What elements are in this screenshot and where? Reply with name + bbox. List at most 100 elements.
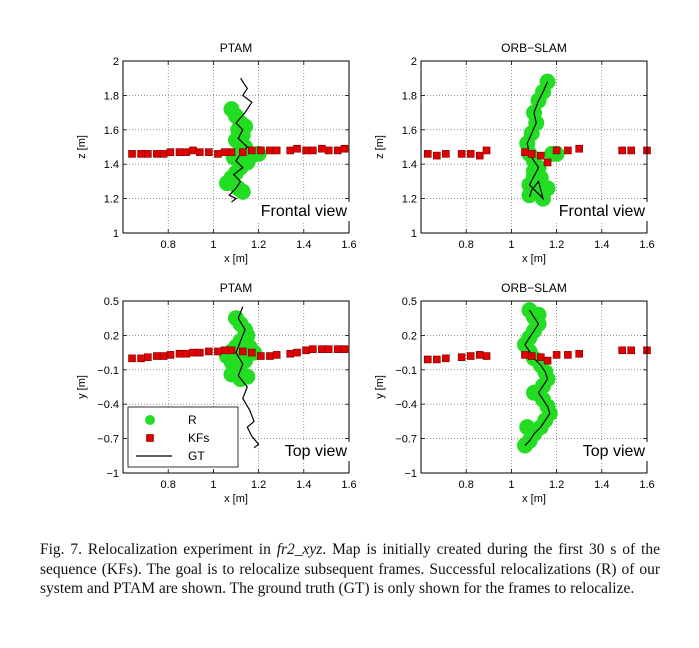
- kf-point-15: [627, 146, 635, 155]
- legend-kf-marker: [146, 434, 154, 442]
- chart-panel-1: 0.8 1 1.2 1.4 1.6 1 1.2 1.4 1.6 1.8 2 PTAM x [m] z [m…: [76, 41, 357, 265]
- y-tick-label-1: −0.7: [395, 434, 417, 446]
- kf-point-13: [575, 144, 584, 153]
- legend-label-kfs: KFs: [188, 431, 209, 445]
- y-tick-label-3: 1.6: [402, 125, 417, 137]
- kf-point-8: [189, 348, 197, 357]
- kf-point-11: [214, 347, 222, 356]
- x-tick-label-0: 0.8: [459, 239, 474, 251]
- y-tick-label-0: −1: [404, 468, 417, 480]
- kf-point-12: [564, 351, 572, 359]
- kf-point-16: [257, 352, 265, 360]
- x-tick-label-0: 0.8: [161, 479, 176, 491]
- kf-point-25: [333, 146, 342, 155]
- kf-point-0: [423, 355, 432, 364]
- y-tick-label-1: 1.2: [104, 194, 119, 206]
- y-tick-label-5: 2: [113, 56, 119, 68]
- kf-point-4: [466, 352, 475, 360]
- kf-point-12: [564, 146, 572, 155]
- kf-point-15: [248, 348, 256, 357]
- annotation-background: [579, 442, 649, 461]
- kf-point-20: [293, 144, 301, 153]
- kf-point-3: [457, 150, 466, 158]
- kf-point-11: [552, 146, 561, 155]
- x-axis-label: x [m]: [224, 493, 248, 505]
- x-tick-label-1: 1: [210, 479, 216, 491]
- kf-point-13: [227, 346, 236, 355]
- kf-point-19: [286, 146, 295, 155]
- legend-r-marker: [145, 415, 155, 425]
- x-tick-label-3: 1.4: [594, 239, 609, 251]
- axes-frame: [122, 300, 350, 474]
- kf-point-21: [302, 146, 310, 155]
- kf-point-4: [466, 150, 475, 158]
- figure-caption: Fig. 7. Relocalization experiment in fr2…: [40, 540, 660, 599]
- chart-title: ORB−SLAM: [501, 41, 567, 55]
- kf-point-22: [309, 146, 317, 155]
- kf-point-2: [442, 150, 450, 158]
- kf-point-24: [324, 146, 333, 155]
- kf-point-10: [543, 356, 552, 365]
- view-annotation: Top view: [583, 443, 646, 460]
- kf-point-7: [182, 148, 191, 156]
- x-tick-label-2: 1.2: [549, 479, 564, 491]
- y-tick-label-3: 1.6: [104, 125, 119, 137]
- kf-point-5: [166, 351, 175, 359]
- kf-point-14: [238, 148, 247, 156]
- kf-point-11: [552, 351, 561, 359]
- kf-point-6: [175, 148, 184, 156]
- r-point-19: [234, 183, 251, 200]
- y-tick-label-4: 1.8: [104, 90, 119, 102]
- axes-frame: [420, 60, 648, 234]
- legend-box: [127, 406, 239, 468]
- chart-title: ORB−SLAM: [501, 281, 567, 295]
- kf-point-3: [153, 352, 161, 360]
- relocalization-figure: 0.8 1 1.2 1.4 1.6 1 1.2 1.4 1.6 1.8 2 PTAM x [m] z [m…: [76, 41, 655, 505]
- kf-point-18: [272, 351, 281, 359]
- y-tick-label-4: 0.2: [402, 330, 417, 342]
- kf-point-3: [153, 150, 161, 158]
- kf-point-8: [189, 146, 197, 155]
- kf-point-13: [575, 349, 584, 358]
- axes-frame: [122, 60, 350, 234]
- kf-point-7: [182, 349, 191, 358]
- kf-point-23: [318, 144, 326, 153]
- legend-label-r: R: [188, 413, 197, 427]
- kf-point-11: [214, 150, 222, 158]
- kf-point-1: [137, 354, 145, 363]
- y-tick-label-3: −0.1: [395, 365, 417, 377]
- chart-panel-3: 0.8 1 1.2 1.4 1.6 −1 −0.7 −0.4 −0.1 0.2 0.5 PTAM x […: [76, 281, 357, 505]
- kf-point-26: [340, 144, 349, 153]
- kf-point-22: [309, 345, 317, 353]
- annotation-background: [281, 442, 351, 461]
- x-tick-label-1: 1: [508, 479, 514, 491]
- x-tick-label-2: 1.2: [549, 239, 564, 251]
- y-axis-label: z [m]: [374, 135, 386, 159]
- kf-point-5: [475, 151, 484, 160]
- kf-point-10: [205, 347, 213, 356]
- kf-point-5: [475, 351, 484, 359]
- chart-title: PTAM: [220, 41, 252, 55]
- chart-title: PTAM: [220, 281, 252, 295]
- y-tick-label-5: 0.5: [104, 296, 119, 308]
- x-tick-label-4: 1.6: [639, 239, 654, 251]
- kf-point-1: [137, 150, 145, 158]
- y-tick-label-4: 0.2: [104, 330, 119, 342]
- y-tick-label-2: 1.4: [402, 159, 417, 171]
- kf-point-15: [627, 346, 635, 355]
- x-tick-label-1: 1: [508, 239, 514, 251]
- kf-point-0: [128, 354, 136, 363]
- caption-prefix: Fig. 7. Relocalization experiment in: [40, 541, 277, 558]
- kf-point-0: [128, 150, 136, 158]
- x-tick-label-4: 1.6: [341, 479, 356, 491]
- kf-point-10: [543, 158, 552, 167]
- y-tick-label-0: 1: [113, 228, 119, 240]
- r-point-21: [519, 419, 536, 436]
- y-tick-label-2: −0.4: [97, 399, 119, 411]
- y-tick-label-0: −1: [106, 468, 119, 480]
- gt-trajectory: [235, 306, 260, 449]
- y-tick-label-5: 0.5: [402, 296, 417, 308]
- x-tick-label-3: 1.4: [296, 239, 311, 251]
- kf-point-1: [433, 355, 441, 364]
- kf-point-8: [527, 352, 536, 360]
